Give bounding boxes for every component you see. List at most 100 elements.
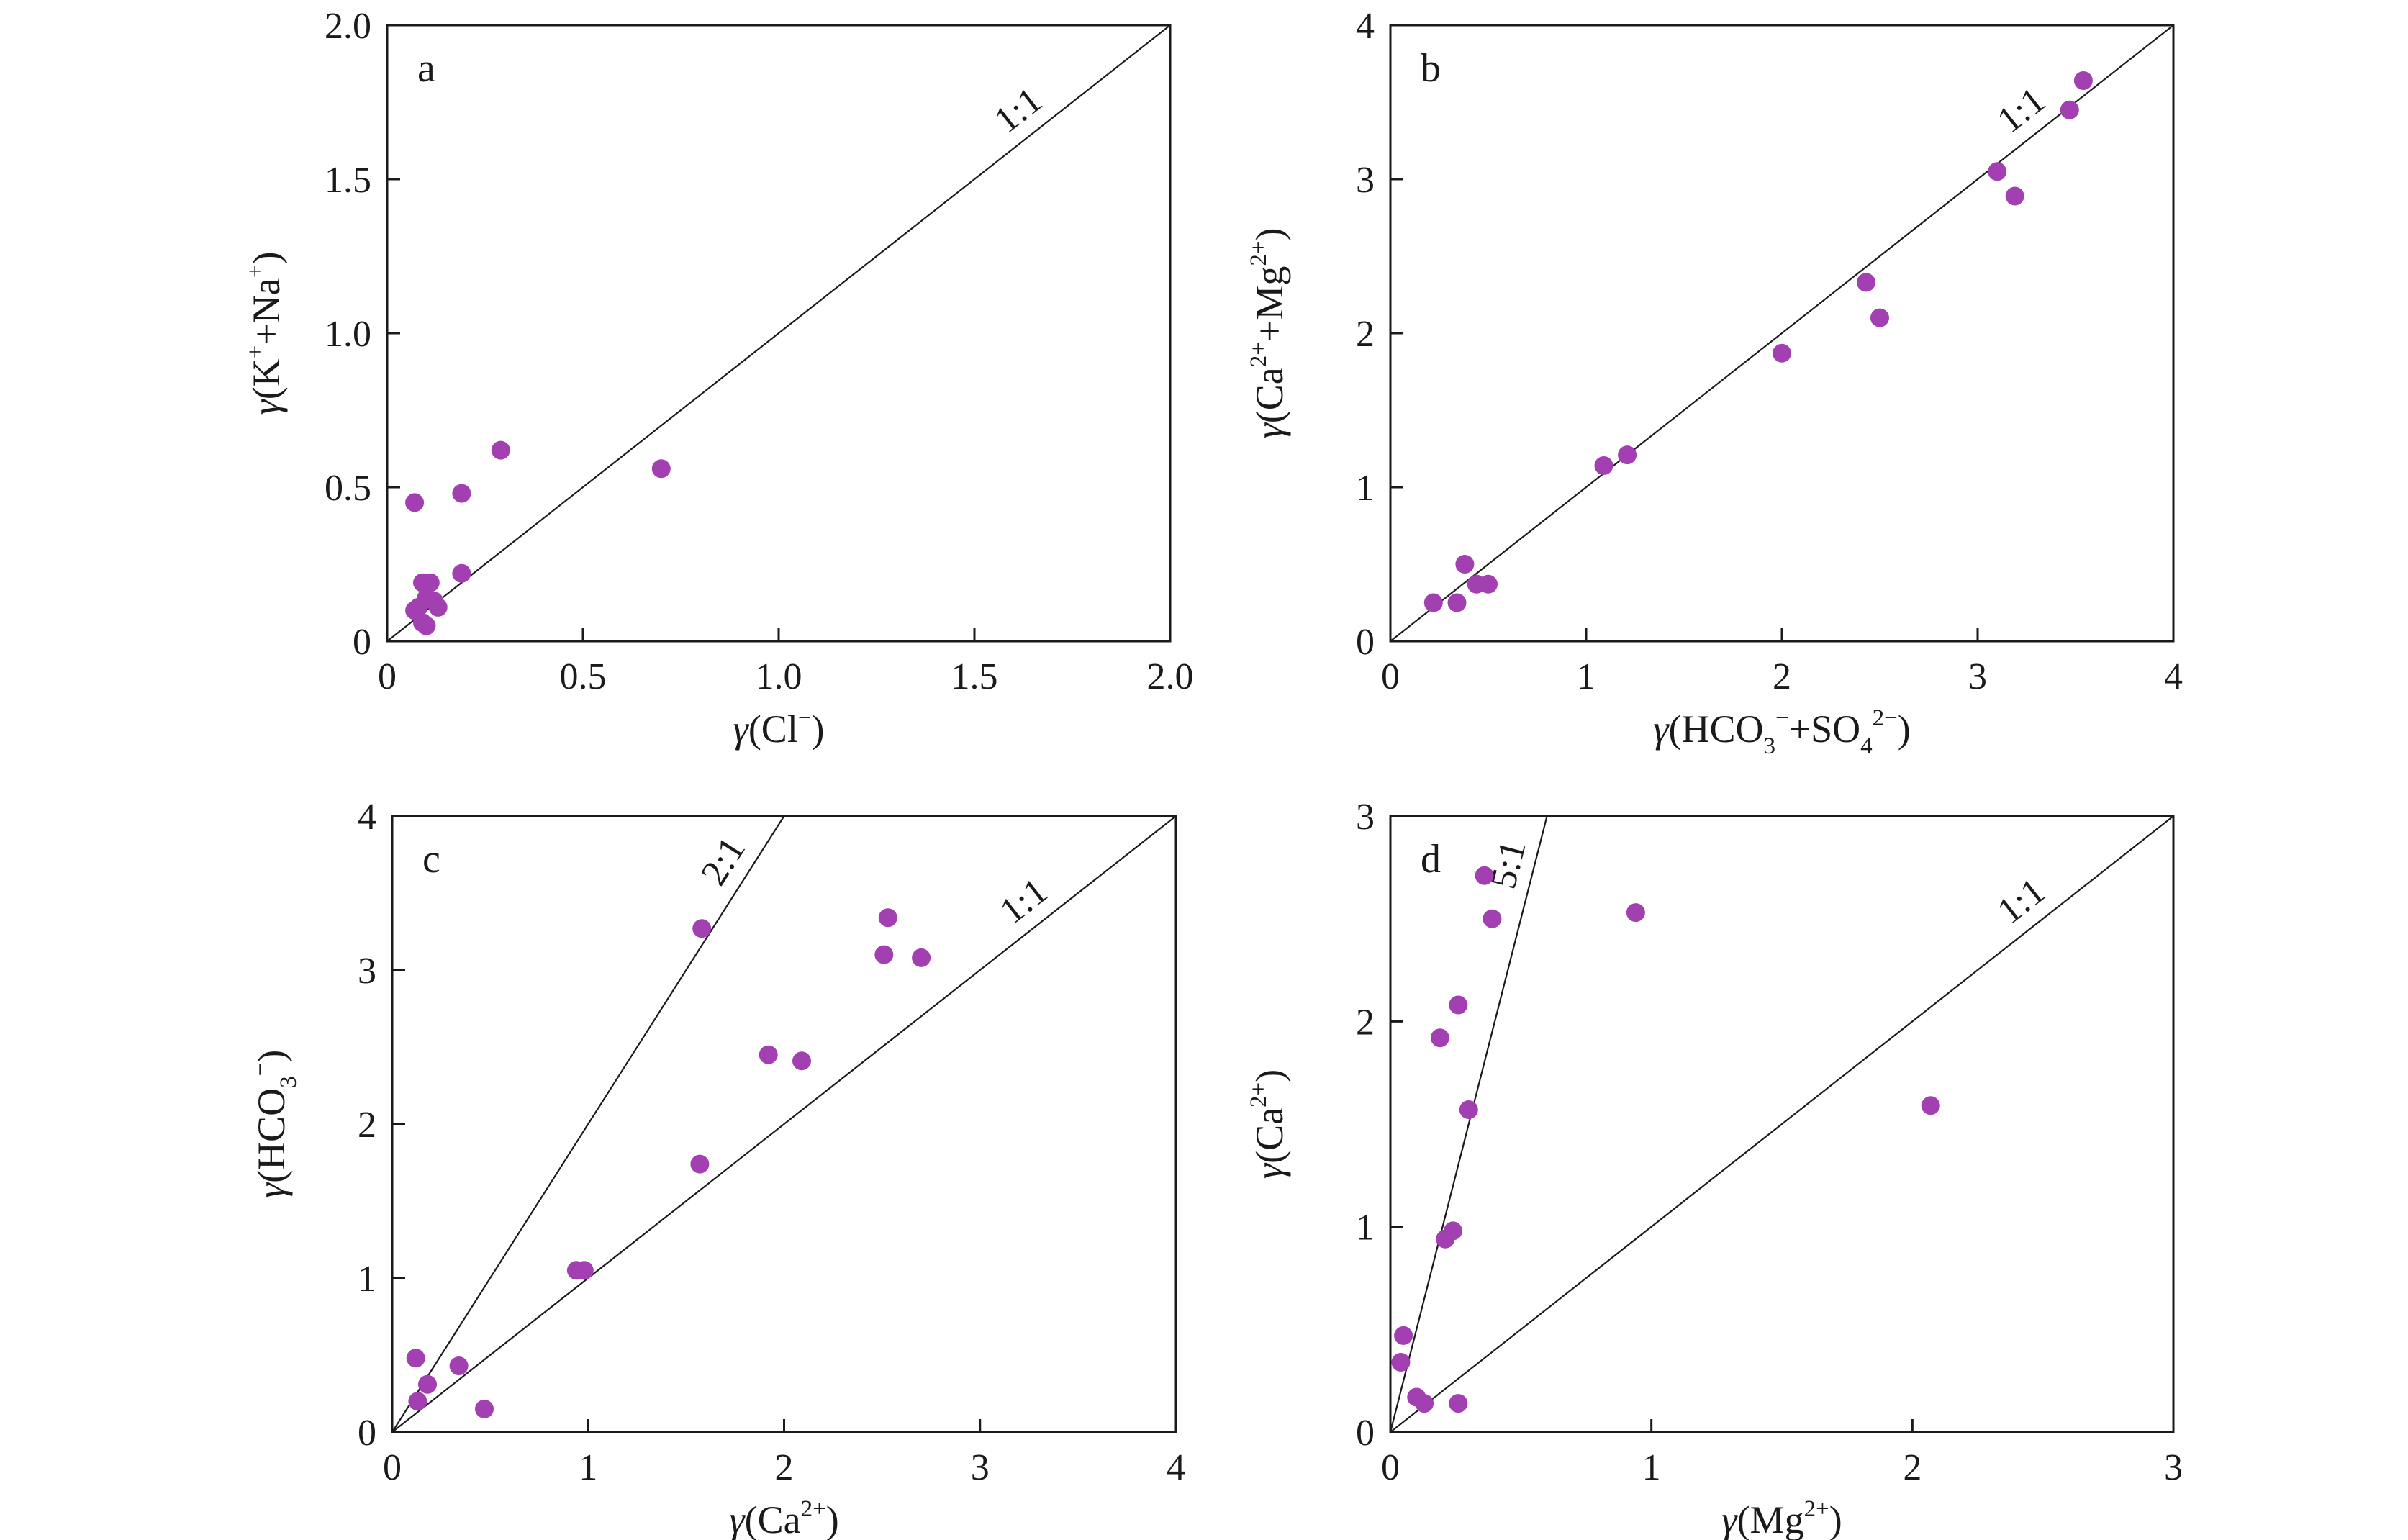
y-tick-label: 1	[358, 1259, 376, 1300]
data-point	[912, 948, 931, 967]
x-tick-label: 2	[1903, 1447, 1922, 1488]
data-point	[417, 616, 436, 635]
data-point	[2073, 71, 2093, 90]
reference-line-1-1	[392, 816, 1176, 1432]
data-point	[1594, 456, 1613, 475]
reference-line-2-1	[392, 816, 785, 1432]
data-point	[1394, 1326, 1413, 1345]
data-point	[1475, 866, 1494, 885]
x-axis-label: γ(Mg2+)	[1721, 1496, 1842, 1540]
x-tick-label: 0	[383, 1447, 402, 1488]
data-point	[792, 1051, 811, 1071]
data-point	[1447, 593, 1467, 612]
data-point	[1415, 1394, 1434, 1413]
x-tick-label: 1.5	[951, 656, 998, 697]
x-tick-label: 1	[579, 1447, 597, 1488]
y-tick-label: 4	[1356, 6, 1375, 47]
data-point	[759, 1045, 778, 1064]
data-point	[1618, 445, 1637, 465]
panel-letter: c	[422, 837, 440, 882]
x-tick-label: 2.0	[1147, 656, 1194, 697]
y-tick-label: 0	[353, 622, 371, 663]
data-point	[405, 493, 425, 512]
x-axis-label: γ(Cl−)	[733, 705, 825, 751]
x-tick-label: 0	[1381, 1447, 1400, 1488]
data-point	[1391, 1353, 1411, 1372]
panel-letter: d	[1421, 837, 1441, 882]
data-point	[1857, 273, 1875, 292]
y-tick-label: 0	[358, 1413, 376, 1454]
data-point	[1773, 343, 1791, 363]
data-point	[692, 919, 712, 938]
x-tick-label: 1	[1577, 656, 1595, 697]
data-point	[420, 573, 440, 592]
data-point	[874, 945, 894, 964]
y-tick-label: 3	[358, 951, 376, 992]
panel-letter: a	[417, 46, 435, 91]
x-axis-label: γ(HCO3−+SO42−)	[1653, 705, 1911, 759]
data-point	[475, 1399, 494, 1418]
reference-line-5-1	[1390, 816, 1548, 1432]
data-point	[1870, 308, 1889, 327]
data-point	[491, 440, 510, 460]
x-tick-label: 3	[971, 1447, 990, 1488]
x-tick-label: 3	[2164, 1447, 2183, 1488]
data-point	[1483, 909, 1502, 928]
data-point	[1444, 1221, 1462, 1241]
data-point	[1459, 1100, 1478, 1119]
y-tick-label: 1	[1356, 468, 1375, 509]
data-point	[1626, 903, 1645, 923]
y-tick-label: 1	[1356, 1208, 1375, 1249]
data-point	[428, 597, 448, 617]
data-point	[651, 459, 671, 479]
x-tick-label: 4	[2164, 656, 2183, 697]
data-point	[2060, 100, 2079, 119]
data-point	[452, 484, 471, 503]
data-point	[408, 1392, 427, 1411]
x-tick-label: 2	[775, 1447, 794, 1488]
data-point	[449, 1356, 469, 1375]
x-tick-label: 0	[378, 656, 397, 697]
y-axis-label: γ(Ca2++Mg2+)	[1246, 228, 1291, 439]
x-tick-label: 1.0	[756, 656, 802, 697]
panel-letter: b	[1421, 46, 1441, 91]
y-tick-label: 0.5	[325, 468, 371, 509]
y-tick-label: 4	[358, 797, 376, 838]
y-tick-label: 1.0	[325, 314, 371, 355]
data-point	[1455, 555, 1475, 574]
x-tick-label: 0.5	[560, 656, 607, 697]
reference-line-1-1	[1390, 25, 2173, 641]
y-tick-label: 2	[358, 1105, 376, 1146]
data-point	[574, 1261, 594, 1280]
data-point	[1449, 1394, 1468, 1413]
y-tick-label: 1.5	[325, 160, 371, 201]
y-tick-label: 3	[1356, 160, 1375, 201]
data-point	[1430, 1028, 1449, 1048]
x-tick-label: 0	[1381, 656, 1400, 697]
data-point	[1921, 1096, 1940, 1115]
data-point	[878, 908, 897, 928]
x-axis-label: γ(Ca2+)	[729, 1496, 838, 1540]
y-axis-label: γ(HCO3−)	[248, 1050, 302, 1198]
panel-a: 1:10 0.5 1.0 1.5 2.000.51.01.52.0aγ(Cl−)γ(K+…	[243, 6, 1194, 751]
y-tick-label: 0	[1356, 1413, 1375, 1454]
data-point	[418, 1374, 437, 1394]
y-axis-label: γ(K++Na+)	[243, 252, 288, 415]
x-tick-label: 1	[1642, 1447, 1661, 1488]
x-tick-label: 2	[1773, 656, 1791, 697]
data-point	[406, 1349, 425, 1368]
data-point	[1423, 593, 1443, 612]
x-tick-label: 3	[1968, 656, 1987, 697]
data-point	[1988, 162, 2007, 181]
y-tick-label: 2	[1356, 314, 1375, 355]
data-point	[1479, 574, 1498, 594]
y-tick-label: 2	[1356, 1002, 1375, 1043]
data-point	[690, 1154, 710, 1174]
data-point	[1449, 995, 1468, 1015]
y-tick-label: 0	[1356, 622, 1375, 663]
y-tick-label: 2.0	[325, 6, 371, 47]
